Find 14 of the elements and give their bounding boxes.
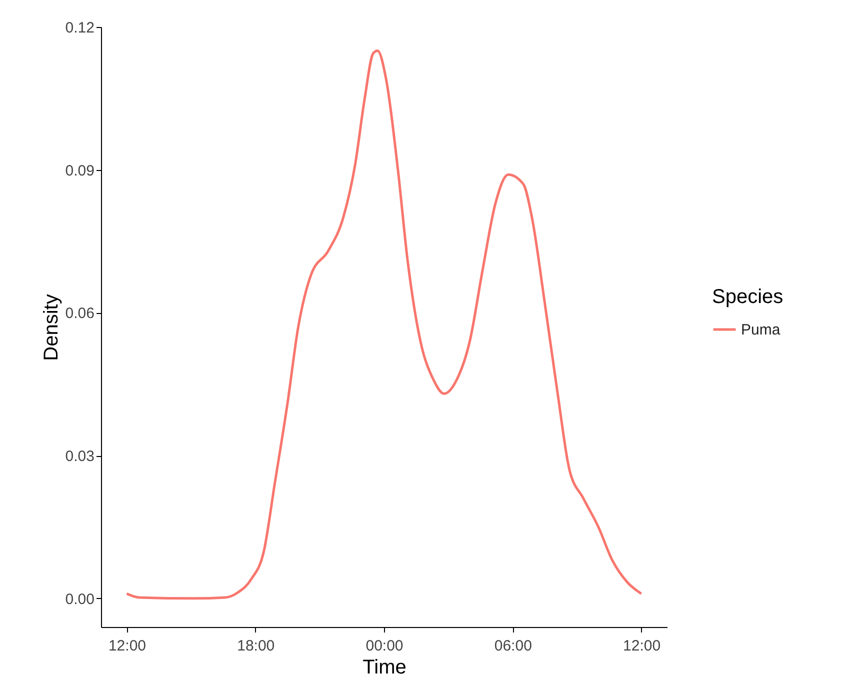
y-tick-label: 0.09 (65, 162, 94, 180)
y-tick-label: 0.06 (65, 305, 94, 322)
legend-title: Species (712, 286, 784, 308)
x-axis-title: Time (362, 656, 406, 678)
x-tick-label: 12:00 (623, 638, 661, 654)
x-tick-label: 18:00 (237, 638, 275, 654)
y-tick-label: 0.12 (65, 20, 94, 36)
x-tick-label: 06:00 (494, 638, 532, 654)
y-tick-label: 0.03 (65, 448, 94, 466)
y-axis-title: Density (40, 294, 62, 361)
x-tick-label: 12:00 (108, 638, 146, 654)
legend-label: Puma (741, 322, 781, 338)
x-tick-label: 00:00 (366, 638, 404, 654)
y-tick-label: 0.00 (65, 590, 94, 608)
